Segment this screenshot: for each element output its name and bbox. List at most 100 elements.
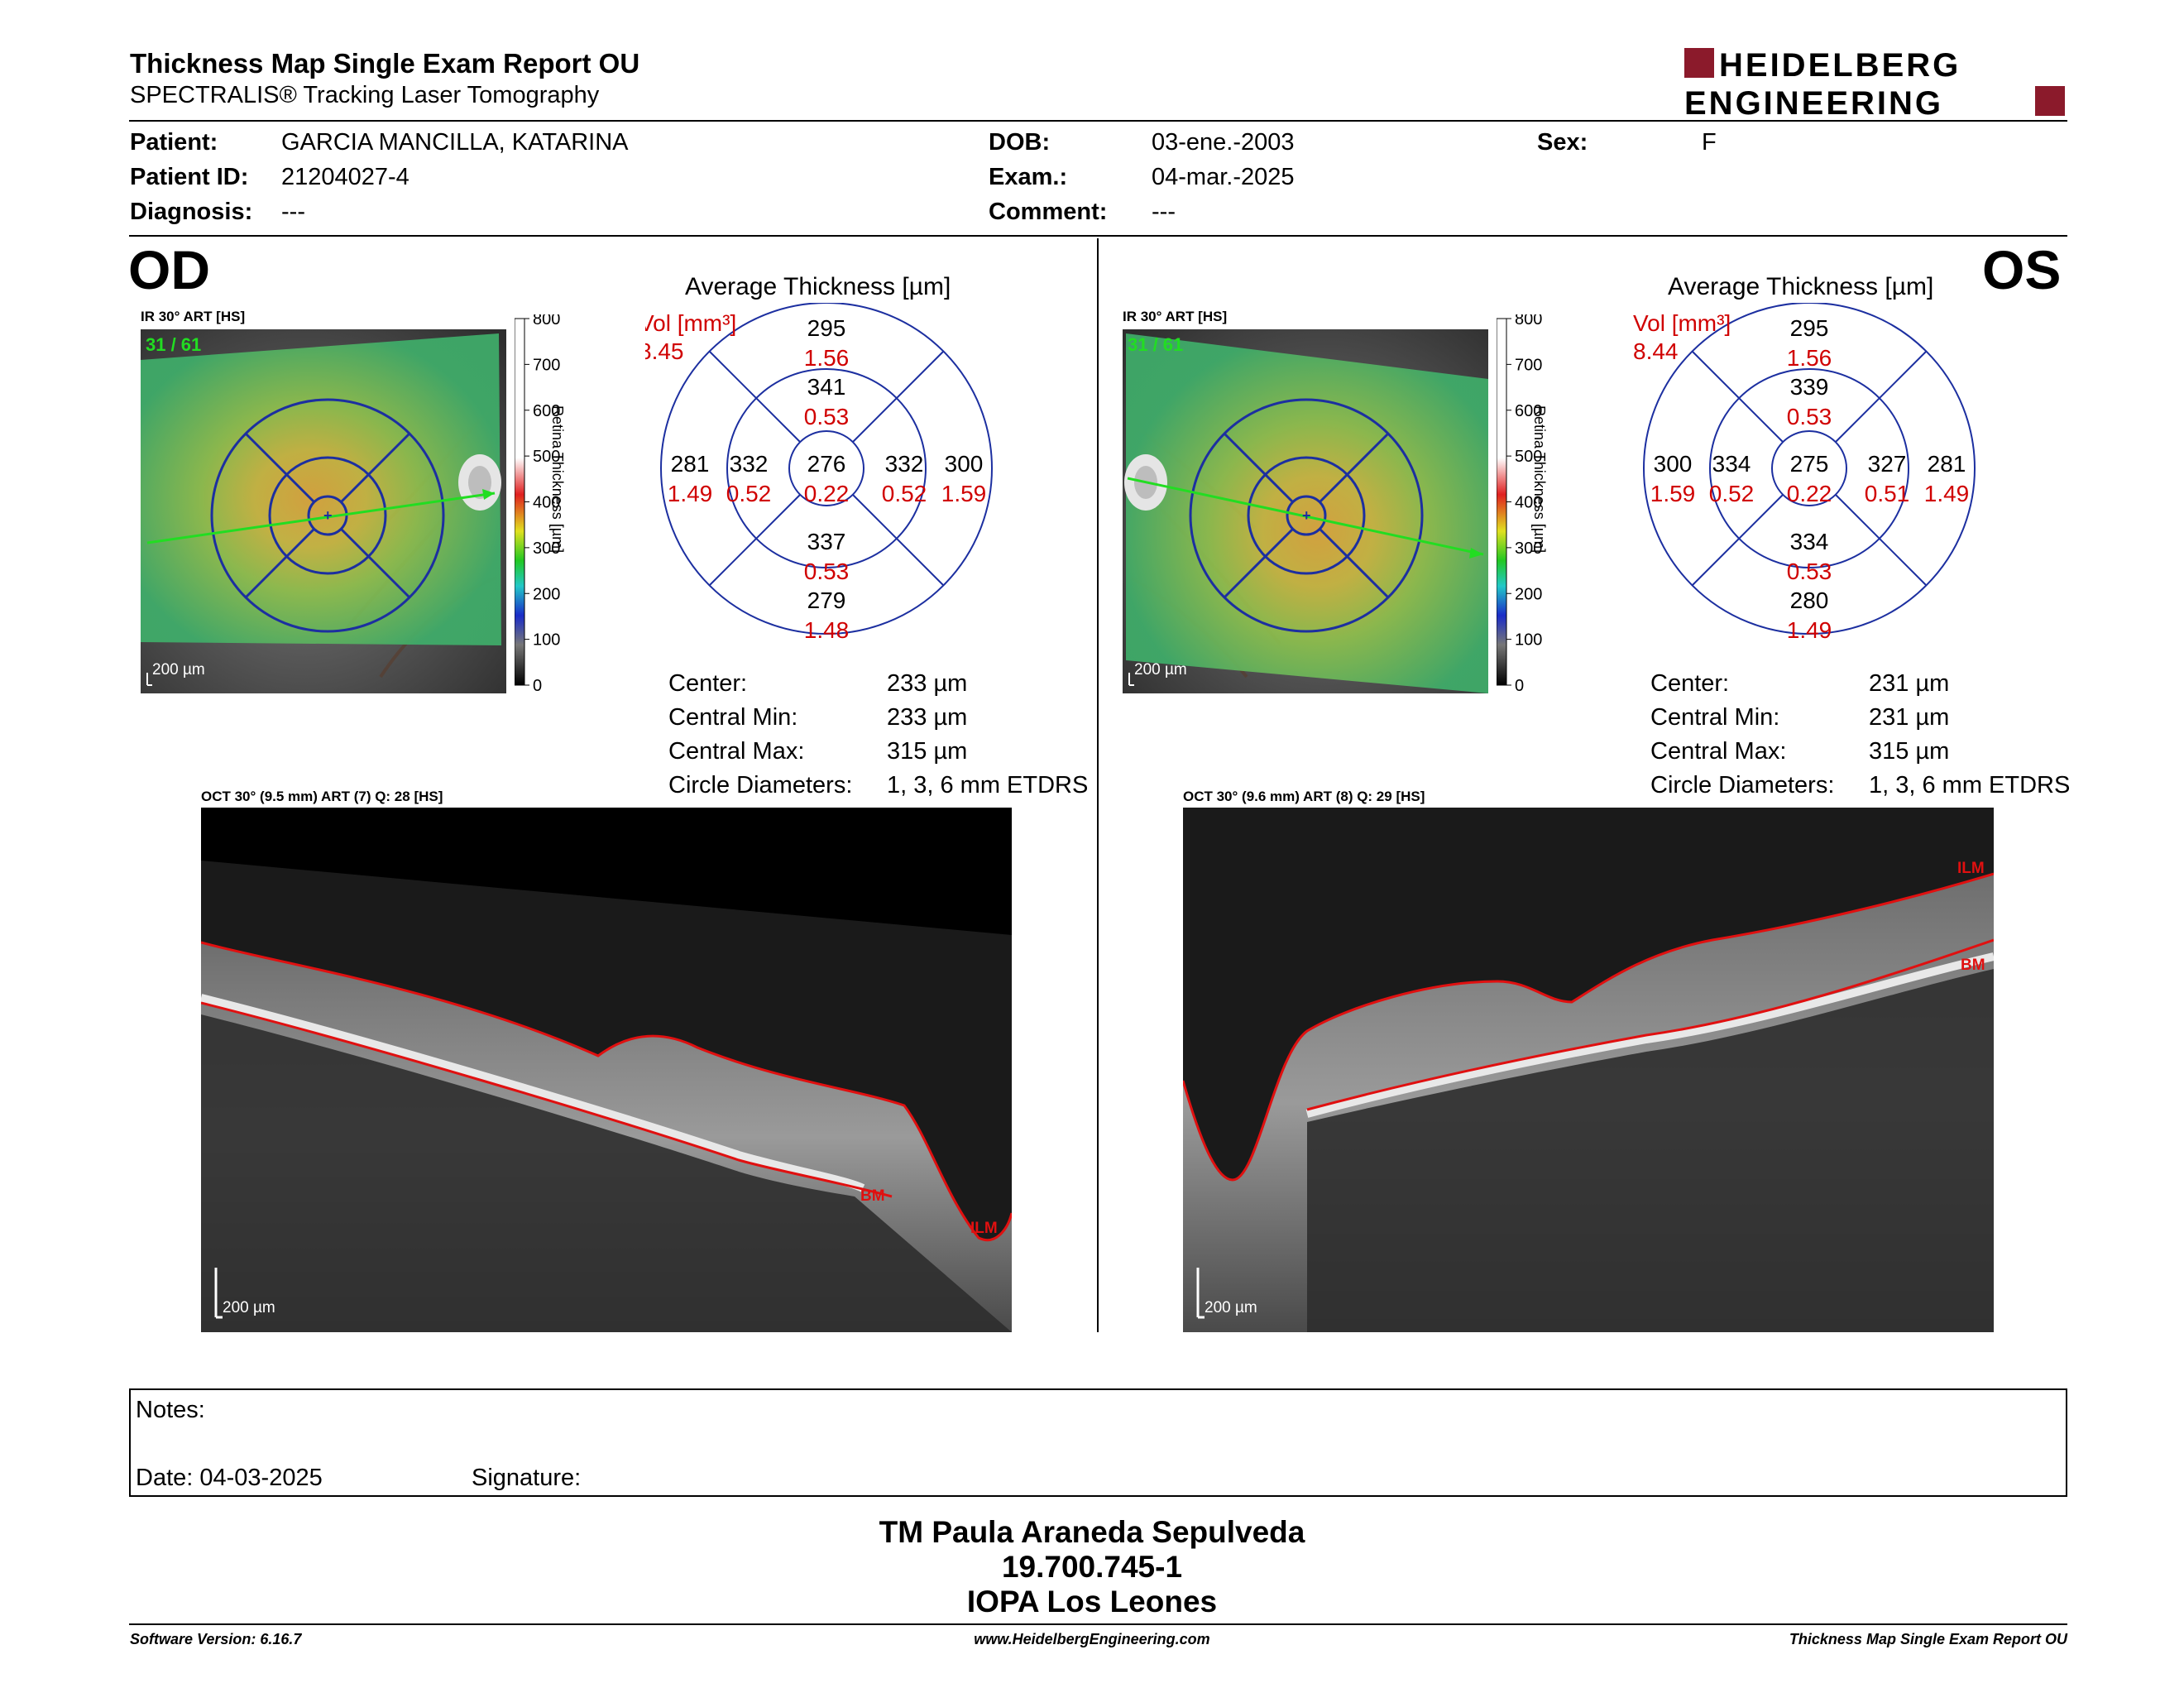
notes-date: Date: 04-03-2025: [136, 1465, 323, 1491]
od-stat-min-value: 233 µm: [887, 704, 968, 731]
od-outer-left-volume: 1.49: [668, 481, 713, 506]
od-outer-top-volume: 1.56: [804, 345, 850, 371]
od-stat-max-value: 315 µm: [887, 738, 968, 765]
patient-id-label: Patient ID:: [130, 164, 249, 190]
od-ilm-label: ILM: [970, 1220, 998, 1237]
svg-text:+: +: [323, 507, 333, 524]
comment-label: Comment:: [989, 199, 1108, 225]
od-frame-counter: 31 / 61: [146, 334, 201, 355]
od-colorbar-tick-label: 200: [533, 585, 560, 603]
os-vol-value: 8.44: [1633, 338, 1679, 364]
od-ir-caption: IR 30° ART [HS]: [141, 309, 246, 324]
footer-website-link[interactable]: www.HeidelbergEngineering.com: [974, 1631, 1210, 1647]
os-stat-min-label: Central Min:: [1650, 704, 1780, 731]
os-inner-right-volume: 0.51: [1865, 481, 1910, 506]
notes-box[interactable]: [129, 1388, 2067, 1497]
os-outer-top-volume: 1.56: [1787, 345, 1832, 371]
od-oct-scale: 200 µm: [223, 1299, 275, 1316]
os-colorbar-tick-label: 300: [1515, 539, 1542, 558]
od-outer-bottom-volume: 1.48: [804, 617, 850, 643]
od-thickness-map-image: + 31 / 61 200 µm: [141, 329, 506, 693]
os-stat-diam-value: 1, 3, 6 mm ETDRS: [1869, 772, 2071, 798]
dob-value: 03-ene.-2003: [1152, 129, 1295, 156]
od-stat-center-value: 233 µm: [887, 670, 968, 697]
os-outer-bottom-volume: 1.49: [1787, 617, 1832, 643]
comment-value: ---: [1152, 199, 1176, 225]
os-vol-label: Vol [mm³]: [1633, 310, 1731, 336]
os-colorbar-tick-label: 800: [1515, 314, 1542, 328]
dob-label: DOB:: [989, 129, 1051, 156]
report-subtitle: SPECTRALIS® Tracking Laser Tomography: [130, 82, 600, 108]
os-center-volume: 0.22: [1787, 481, 1832, 506]
os-ir-caption: IR 30° ART [HS]: [1123, 309, 1228, 324]
svg-text:ENGINEERING: ENGINEERING: [1684, 85, 1943, 117]
od-ir-scale: 200 µm: [152, 661, 205, 679]
sex-value: F: [1702, 129, 1717, 156]
os-stat-max-label: Central Max:: [1650, 738, 1787, 765]
os-inner-bottom-thickness: 334: [1790, 529, 1829, 554]
patient-label: Patient:: [130, 129, 218, 156]
diagnosis-label: Diagnosis:: [130, 199, 253, 225]
od-outer-right-thickness: 300: [945, 451, 984, 477]
os-inner-bottom-volume: 0.53: [1787, 559, 1832, 584]
os-colorbar-tick-label: 400: [1515, 494, 1542, 512]
os-colorbar-tick-label: 700: [1515, 356, 1542, 374]
od-inner-right-thickness: 332: [885, 451, 924, 477]
os-stat-min-value: 231 µm: [1869, 704, 1950, 731]
od-inner-left-thickness: 332: [730, 451, 769, 477]
od-colorbar-tick-label: 300: [533, 539, 560, 558]
os-ilm-label: ILM: [1957, 860, 1985, 877]
exam-label: Exam.:: [989, 164, 1068, 190]
od-center-thickness: 276: [807, 451, 846, 477]
od-inner-top-volume: 0.53: [804, 404, 850, 429]
diagnosis-value: ---: [281, 199, 305, 225]
os-colorbar-tick-label: 600: [1515, 402, 1542, 420]
os-inner-left-volume: 0.52: [1709, 481, 1755, 506]
svg-text:HEIDELBERG: HEIDELBERG: [1719, 47, 1961, 84]
os-stat-center-value: 231 µm: [1869, 670, 1950, 697]
patient-id: 21204027-4: [281, 164, 410, 190]
os-outer-right-volume: 1.49: [1924, 481, 1970, 506]
od-colorbar-tick-label: 600: [533, 402, 560, 420]
os-thickness-map-image: + 31 / 61 200 µm: [1123, 329, 1488, 693]
os-etdrs-grid: Vol [mm³] 8.44 295 1.56 339 0.53 300 1.5…: [1628, 302, 2009, 659]
patient-name: GARCIA MANCILLA, KATARINA: [281, 129, 629, 156]
os-outer-bottom-thickness: 280: [1790, 587, 1829, 613]
os-colorbar-tick-label: 200: [1515, 585, 1542, 603]
exam-date: 04-mar.-2025: [1152, 164, 1295, 190]
od-colorbar: 800 700 600 500 400 300 200 100 0: [514, 310, 589, 695]
os-inner-right-thickness: 327: [1868, 451, 1907, 477]
os-outer-right-thickness: 281: [1928, 451, 1966, 477]
os-stat-max-value: 315 µm: [1869, 738, 1950, 765]
os-colorbar-tick-label: 0: [1515, 677, 1524, 695]
os-outer-top-thickness: 295: [1790, 315, 1829, 341]
notes-label: Notes:: [136, 1397, 205, 1423]
od-center-volume: 0.22: [804, 481, 850, 506]
os-inner-top-volume: 0.53: [1787, 404, 1832, 429]
od-bm-label: BM: [860, 1187, 885, 1205]
od-inner-right-volume: 0.52: [882, 481, 927, 506]
od-stat-diam-label: Circle Diameters:: [668, 772, 853, 798]
od-stat-diam-value: 1, 3, 6 mm ETDRS: [887, 772, 1089, 798]
os-colorbar-tick-label: 500: [1515, 448, 1542, 466]
footer-report-name: Thickness Map Single Exam Report OU: [1789, 1631, 2067, 1647]
os-colorbar-label: Retina Thickness [µm]: [1531, 405, 1548, 554]
od-colorbar-tick-label: 500: [533, 448, 560, 466]
od-inner-bottom-volume: 0.53: [804, 559, 850, 584]
os-colorbar-tick-label: 100: [1515, 631, 1542, 650]
signoff-org: IOPA Los Leones: [966, 1585, 1218, 1618]
od-inner-top-thickness: 341: [807, 374, 846, 400]
report-title: Thickness Map Single Exam Report OU: [130, 48, 640, 79]
os-oct-caption: OCT 30° (9.6 mm) ART (8) Q: 29 [HS]: [1183, 789, 1425, 804]
os-outer-left-thickness: 300: [1654, 451, 1693, 477]
od-vol-value: 8.45: [645, 338, 684, 364]
od-oct-caption: OCT 30° (9.5 mm) ART (7) Q: 28 [HS]: [201, 789, 443, 804]
od-stat-max-label: Central Max:: [668, 738, 805, 765]
os-ir-scale: 200 µm: [1134, 661, 1187, 679]
os-outer-left-volume: 1.59: [1650, 481, 1696, 506]
od-eye-label: OD: [128, 239, 210, 300]
od-colorbar-tick-label: 800: [533, 314, 560, 328]
os-avg-title: Average Thickness [µm]: [1668, 273, 1934, 300]
os-eye-label: OS: [1982, 239, 2062, 300]
os-frame-counter: 31 / 61: [1128, 334, 1183, 355]
